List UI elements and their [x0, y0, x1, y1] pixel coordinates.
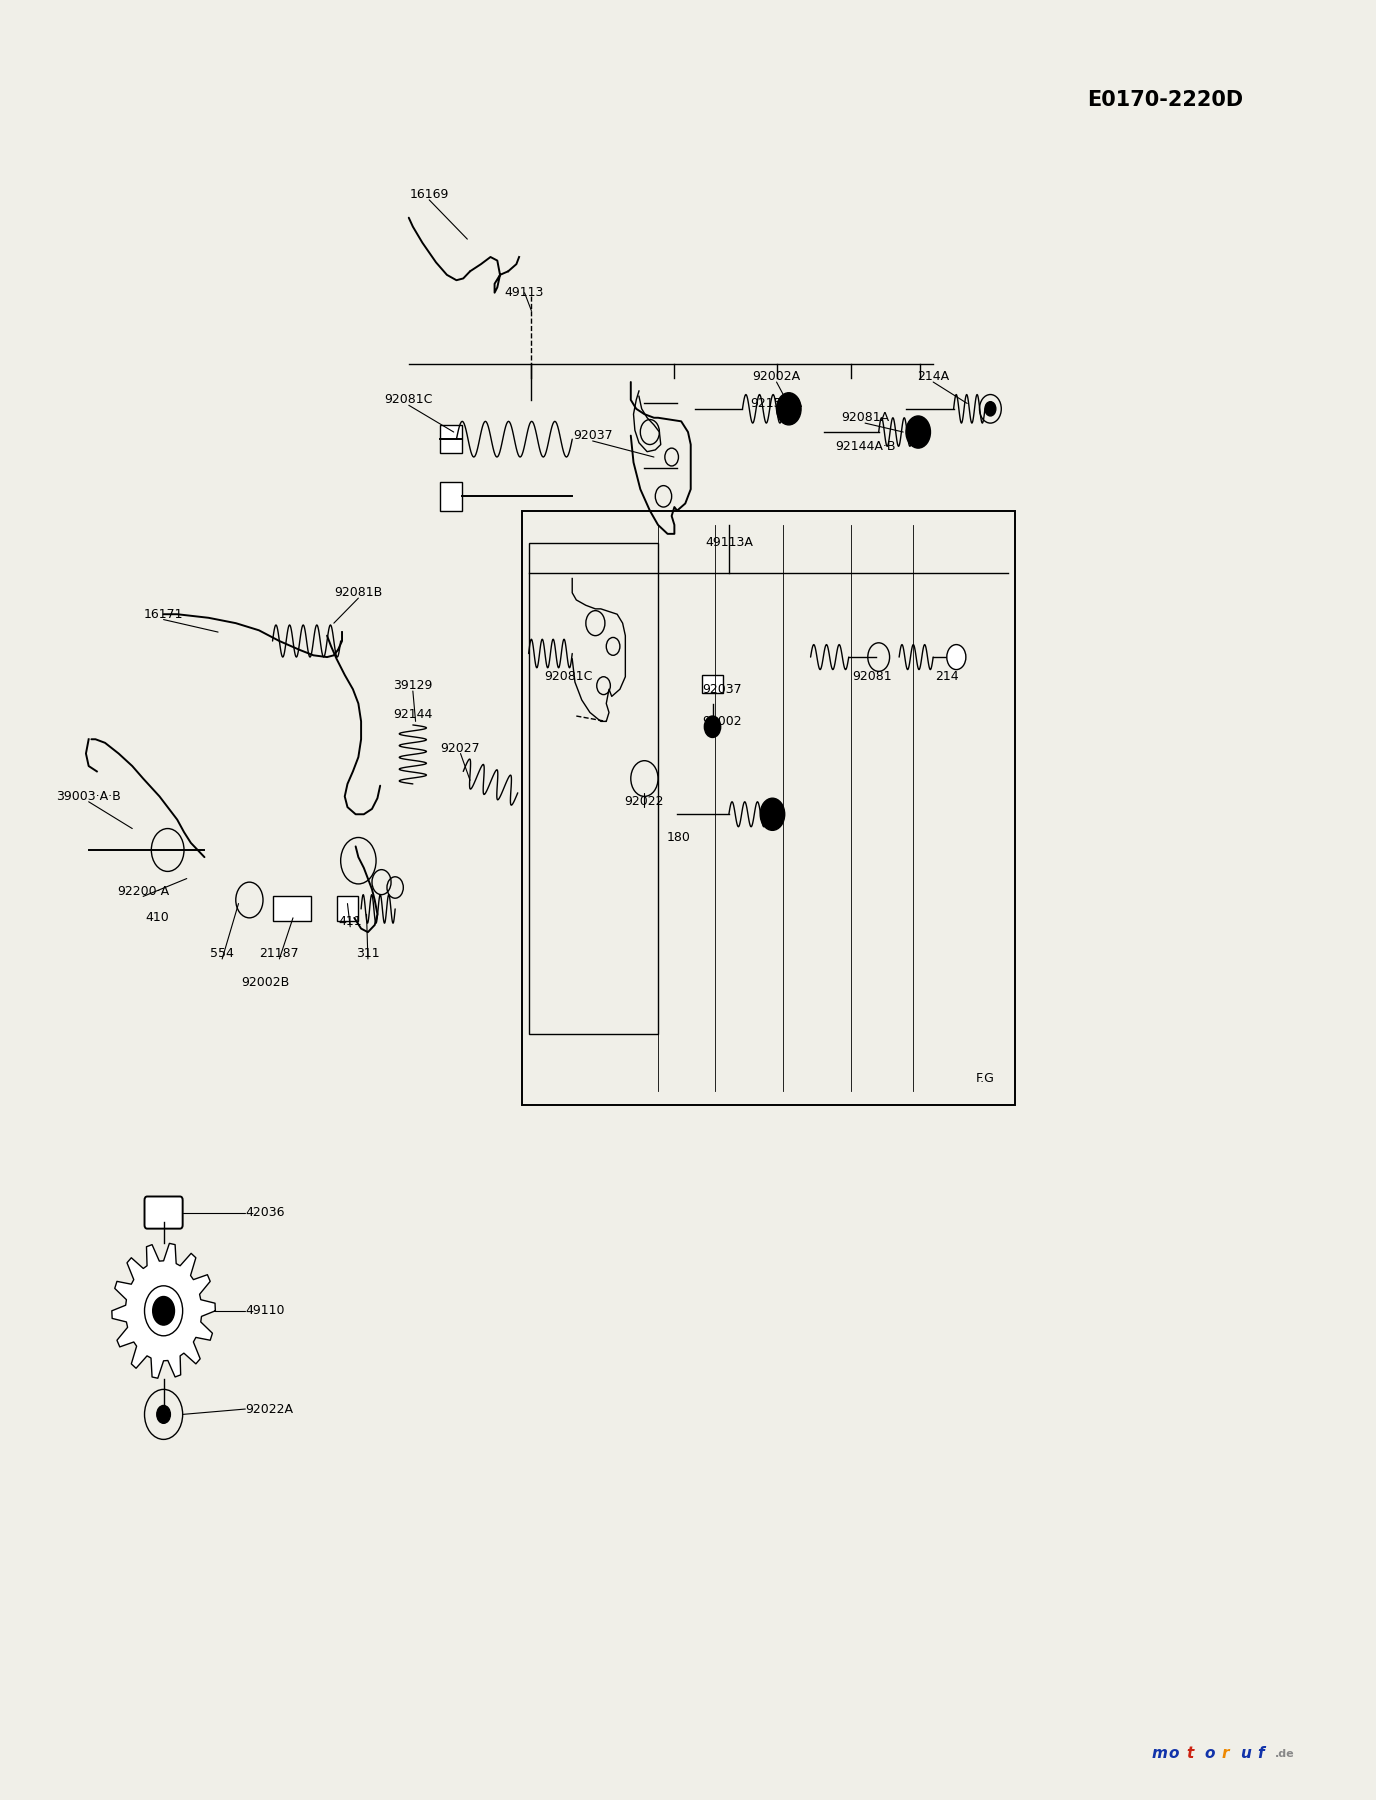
Text: 16169: 16169 [410, 187, 449, 202]
Text: u: u [1240, 1746, 1251, 1760]
Text: .de: .de [1276, 1750, 1295, 1759]
Text: o: o [1204, 1746, 1215, 1760]
Text: 92022: 92022 [625, 796, 665, 808]
Circle shape [153, 1296, 175, 1325]
Text: t: t [1186, 1746, 1194, 1760]
Bar [440, 425, 462, 454]
Text: 92027: 92027 [440, 742, 480, 754]
Bar [528, 544, 658, 1033]
Text: 92081C: 92081C [384, 394, 433, 407]
Circle shape [760, 797, 784, 830]
Text: 39129: 39129 [394, 679, 432, 693]
Bar [440, 482, 462, 511]
Text: 39003·A·B: 39003·A·B [56, 790, 121, 803]
Text: 214: 214 [934, 670, 959, 684]
Text: 49113: 49113 [505, 286, 545, 299]
Text: 92144A·B: 92144A·B [835, 439, 896, 454]
Text: 180: 180 [666, 832, 691, 844]
Text: 49110: 49110 [245, 1305, 285, 1318]
Text: 92144: 92144 [394, 707, 432, 720]
Text: 49113A: 49113A [705, 536, 753, 549]
Bar [272, 896, 311, 922]
Text: 214A: 214A [918, 371, 949, 383]
Text: 92002A: 92002A [753, 371, 801, 383]
Text: f: f [1258, 1746, 1265, 1760]
Circle shape [985, 401, 996, 416]
Text: 410: 410 [144, 911, 169, 925]
Text: F.G: F.G [976, 1073, 995, 1085]
Circle shape [144, 1285, 183, 1336]
Bar [702, 675, 724, 693]
Text: 92081: 92081 [852, 670, 892, 684]
Text: 311: 311 [356, 947, 380, 959]
Text: 92002B: 92002B [242, 976, 290, 988]
Text: 42036: 42036 [245, 1206, 285, 1219]
Text: 92002: 92002 [702, 715, 742, 727]
Text: 92200·A: 92200·A [117, 884, 169, 898]
Text: 16171: 16171 [144, 608, 183, 621]
Text: m: m [1152, 1746, 1167, 1760]
Circle shape [705, 716, 721, 738]
Circle shape [905, 416, 930, 448]
Text: r: r [1222, 1746, 1229, 1760]
Text: 92022A: 92022A [245, 1402, 293, 1415]
Circle shape [947, 644, 966, 670]
Polygon shape [111, 1244, 216, 1379]
Text: E0170-2220D: E0170-2220D [1087, 90, 1243, 110]
Text: 554: 554 [211, 947, 234, 959]
Bar [522, 511, 1015, 1105]
Text: 411: 411 [338, 914, 362, 929]
Text: o: o [1168, 1746, 1179, 1760]
FancyBboxPatch shape [144, 1197, 183, 1229]
Text: 92081A: 92081A [841, 410, 889, 425]
Bar [337, 896, 358, 922]
Text: 92081B: 92081B [334, 587, 383, 599]
Text: 92037: 92037 [702, 682, 742, 697]
Circle shape [157, 1406, 171, 1424]
Text: 92037: 92037 [572, 428, 612, 443]
Text: 92150·A: 92150·A [750, 398, 802, 410]
Text: 92081C: 92081C [544, 670, 592, 684]
Circle shape [776, 392, 801, 425]
Text: 21187: 21187 [260, 947, 299, 959]
